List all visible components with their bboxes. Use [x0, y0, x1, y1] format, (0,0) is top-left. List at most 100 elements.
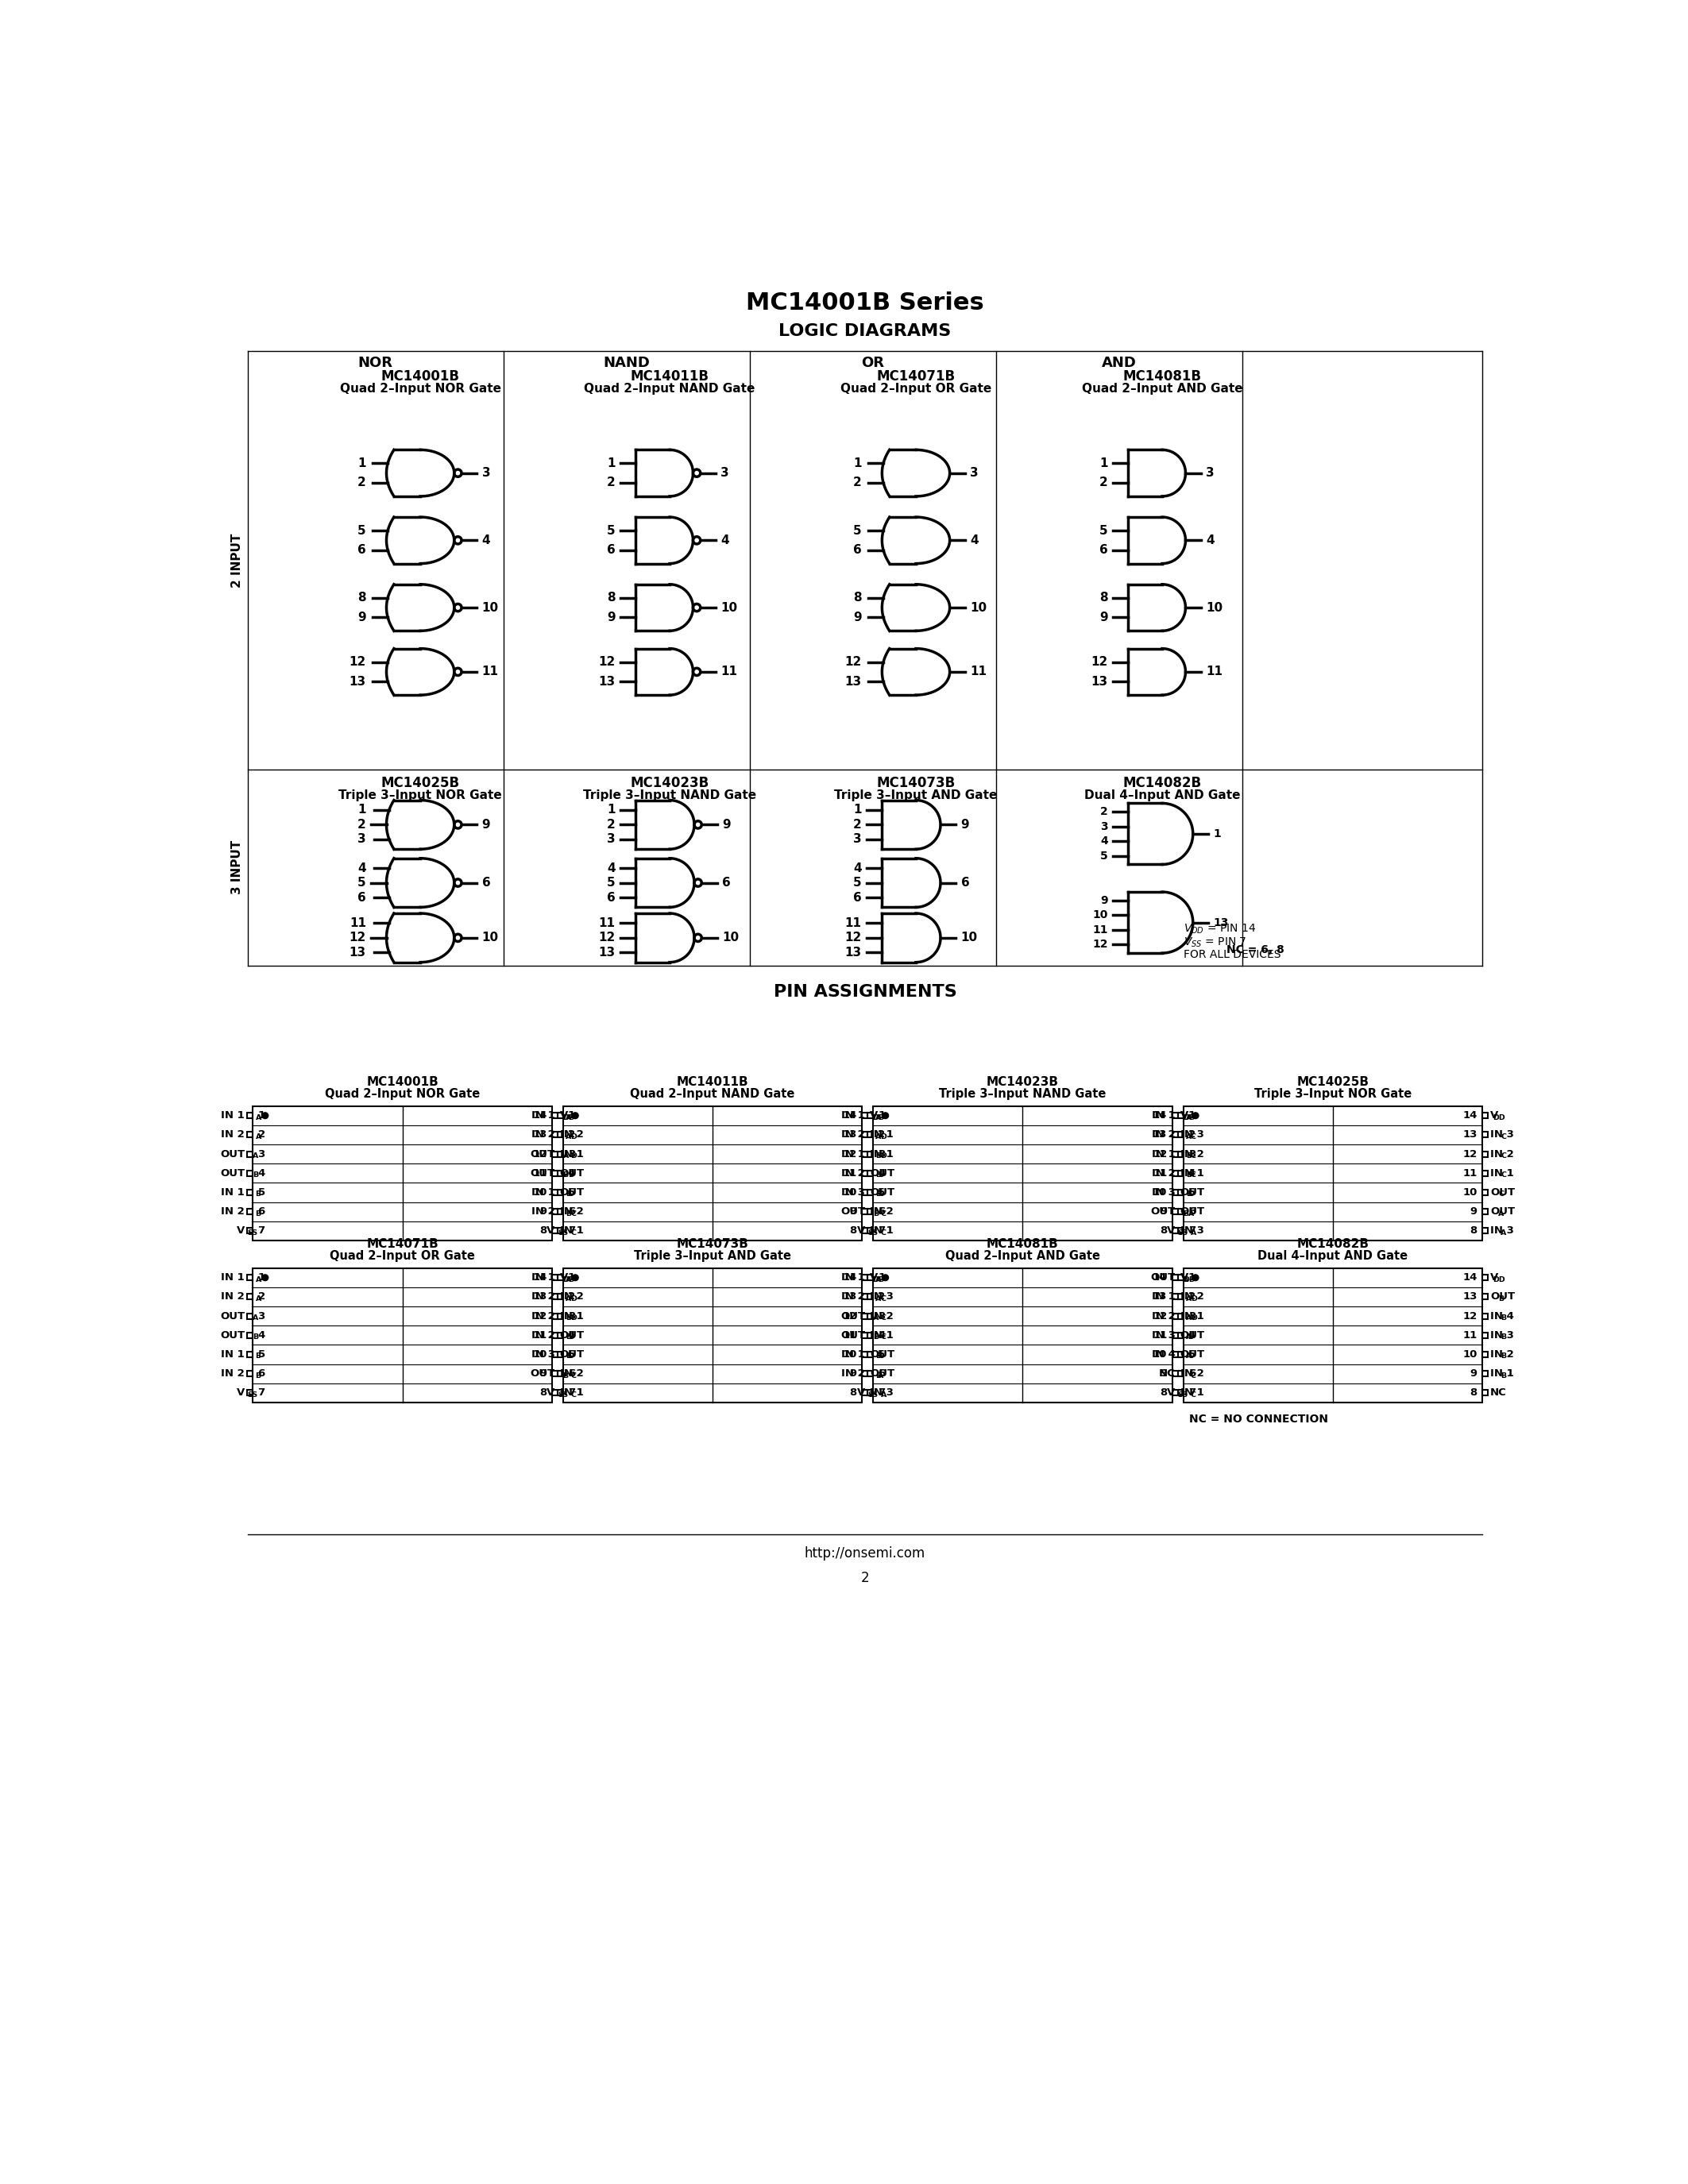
- Text: D: D: [1188, 1334, 1195, 1341]
- Text: 12: 12: [532, 1310, 547, 1321]
- Text: 11: 11: [1153, 1168, 1166, 1179]
- Text: 3: 3: [721, 467, 729, 478]
- Bar: [557, 1352, 564, 1356]
- Text: Dual 4–Input AND Gate: Dual 4–Input AND Gate: [1084, 788, 1241, 802]
- Text: C: C: [878, 1190, 883, 1197]
- Text: 2 INPUT: 2 INPUT: [231, 533, 243, 587]
- Text: IN 4: IN 4: [1151, 1350, 1175, 1361]
- Text: 6: 6: [878, 1206, 886, 1216]
- Bar: [552, 1391, 557, 1396]
- Text: 8: 8: [1470, 1387, 1477, 1398]
- Text: A: A: [565, 1114, 571, 1120]
- Text: 9: 9: [481, 819, 490, 830]
- Text: IN 2: IN 2: [1180, 1291, 1204, 1302]
- Text: 14: 14: [842, 1273, 858, 1282]
- Text: 6: 6: [567, 1206, 576, 1216]
- Bar: [1482, 1295, 1487, 1299]
- Text: 6: 6: [358, 891, 366, 904]
- Text: A: A: [1185, 1295, 1192, 1302]
- Text: B: B: [876, 1171, 881, 1179]
- Text: IN 1: IN 1: [221, 1350, 245, 1361]
- Text: 13: 13: [349, 675, 366, 688]
- Text: D: D: [881, 1133, 886, 1140]
- Bar: [868, 1352, 873, 1356]
- Text: IN 2: IN 2: [1151, 1129, 1175, 1140]
- Text: V: V: [1166, 1387, 1175, 1398]
- Text: D: D: [571, 1315, 577, 1321]
- Bar: [1178, 1295, 1183, 1299]
- Bar: [1482, 1131, 1487, 1138]
- Text: V: V: [547, 1387, 555, 1398]
- Text: 4: 4: [1188, 1168, 1195, 1179]
- Text: 2: 2: [1188, 1129, 1195, 1140]
- Text: IN 1: IN 1: [869, 1149, 893, 1160]
- Text: DD: DD: [1183, 1114, 1195, 1120]
- Text: MC14001B: MC14001B: [366, 1077, 439, 1088]
- Text: MC14025B: MC14025B: [1296, 1077, 1369, 1088]
- Text: 8: 8: [540, 1225, 547, 1236]
- Text: Quad 2–Input NOR Gate: Quad 2–Input NOR Gate: [324, 1088, 479, 1101]
- Text: 6: 6: [567, 1369, 576, 1378]
- Bar: [863, 1372, 868, 1376]
- Text: OUT: OUT: [1151, 1273, 1175, 1282]
- Text: C: C: [881, 1210, 886, 1216]
- Text: $V_{DD}$ = PIN 14: $V_{DD}$ = PIN 14: [1183, 922, 1256, 935]
- Text: D: D: [1190, 1295, 1197, 1302]
- Text: A: A: [562, 1153, 569, 1160]
- Bar: [1482, 1210, 1487, 1214]
- Text: Dual 4–Input AND Gate: Dual 4–Input AND Gate: [1258, 1249, 1408, 1262]
- Text: B: B: [876, 1190, 881, 1197]
- Text: C: C: [571, 1391, 576, 1398]
- Text: 4: 4: [878, 1330, 886, 1341]
- Text: C: C: [881, 1230, 886, 1236]
- Text: 4: 4: [721, 535, 729, 546]
- Bar: [248, 1131, 253, 1138]
- Text: PIN ASSIGNMENTS: PIN ASSIGNMENTS: [773, 983, 957, 1000]
- Bar: [552, 1190, 557, 1195]
- Text: NC: NC: [1158, 1369, 1175, 1378]
- Text: 4: 4: [481, 535, 490, 546]
- Bar: [248, 1190, 253, 1195]
- Bar: [1482, 1352, 1487, 1356]
- Text: 1: 1: [1188, 1109, 1195, 1120]
- Text: 12: 12: [842, 1310, 858, 1321]
- Text: 5: 5: [567, 1188, 576, 1197]
- Text: 4: 4: [1101, 836, 1107, 847]
- Bar: [1178, 1131, 1183, 1138]
- Text: V: V: [1491, 1109, 1499, 1120]
- Text: B: B: [253, 1334, 258, 1341]
- Text: Triple 3–Input NAND Gate: Triple 3–Input NAND Gate: [582, 788, 756, 802]
- Text: C: C: [878, 1352, 883, 1361]
- Text: IN 1: IN 1: [869, 1330, 893, 1341]
- Bar: [1183, 1269, 1482, 1402]
- Bar: [1178, 1391, 1183, 1396]
- Text: AND: AND: [1102, 356, 1136, 369]
- Text: B: B: [1183, 1210, 1188, 1216]
- Text: B: B: [562, 1372, 569, 1378]
- Text: MC14011B: MC14011B: [677, 1077, 748, 1088]
- Text: A: A: [565, 1295, 571, 1302]
- Text: MC14001B: MC14001B: [381, 369, 459, 384]
- Bar: [1178, 1332, 1183, 1339]
- Text: B: B: [565, 1315, 571, 1321]
- Text: V: V: [1180, 1109, 1188, 1120]
- Text: IN 2: IN 2: [841, 1369, 866, 1378]
- Text: 7: 7: [258, 1225, 265, 1236]
- Text: 5: 5: [1101, 850, 1107, 860]
- Text: OUT: OUT: [560, 1350, 584, 1361]
- Circle shape: [1192, 1112, 1198, 1118]
- Text: 3: 3: [258, 1149, 265, 1160]
- Bar: [863, 1190, 868, 1195]
- Bar: [552, 1313, 557, 1319]
- Text: 13: 13: [846, 675, 861, 688]
- Bar: [1482, 1313, 1487, 1319]
- Text: B: B: [255, 1210, 262, 1216]
- Text: 2: 2: [358, 819, 366, 830]
- Bar: [1178, 1352, 1183, 1356]
- Text: 12: 12: [1153, 1310, 1166, 1321]
- Text: 9: 9: [358, 612, 366, 622]
- Bar: [1482, 1114, 1487, 1118]
- Text: 3: 3: [1188, 1149, 1195, 1160]
- Text: 4: 4: [1188, 1330, 1195, 1341]
- Text: IN 1: IN 1: [1151, 1291, 1175, 1302]
